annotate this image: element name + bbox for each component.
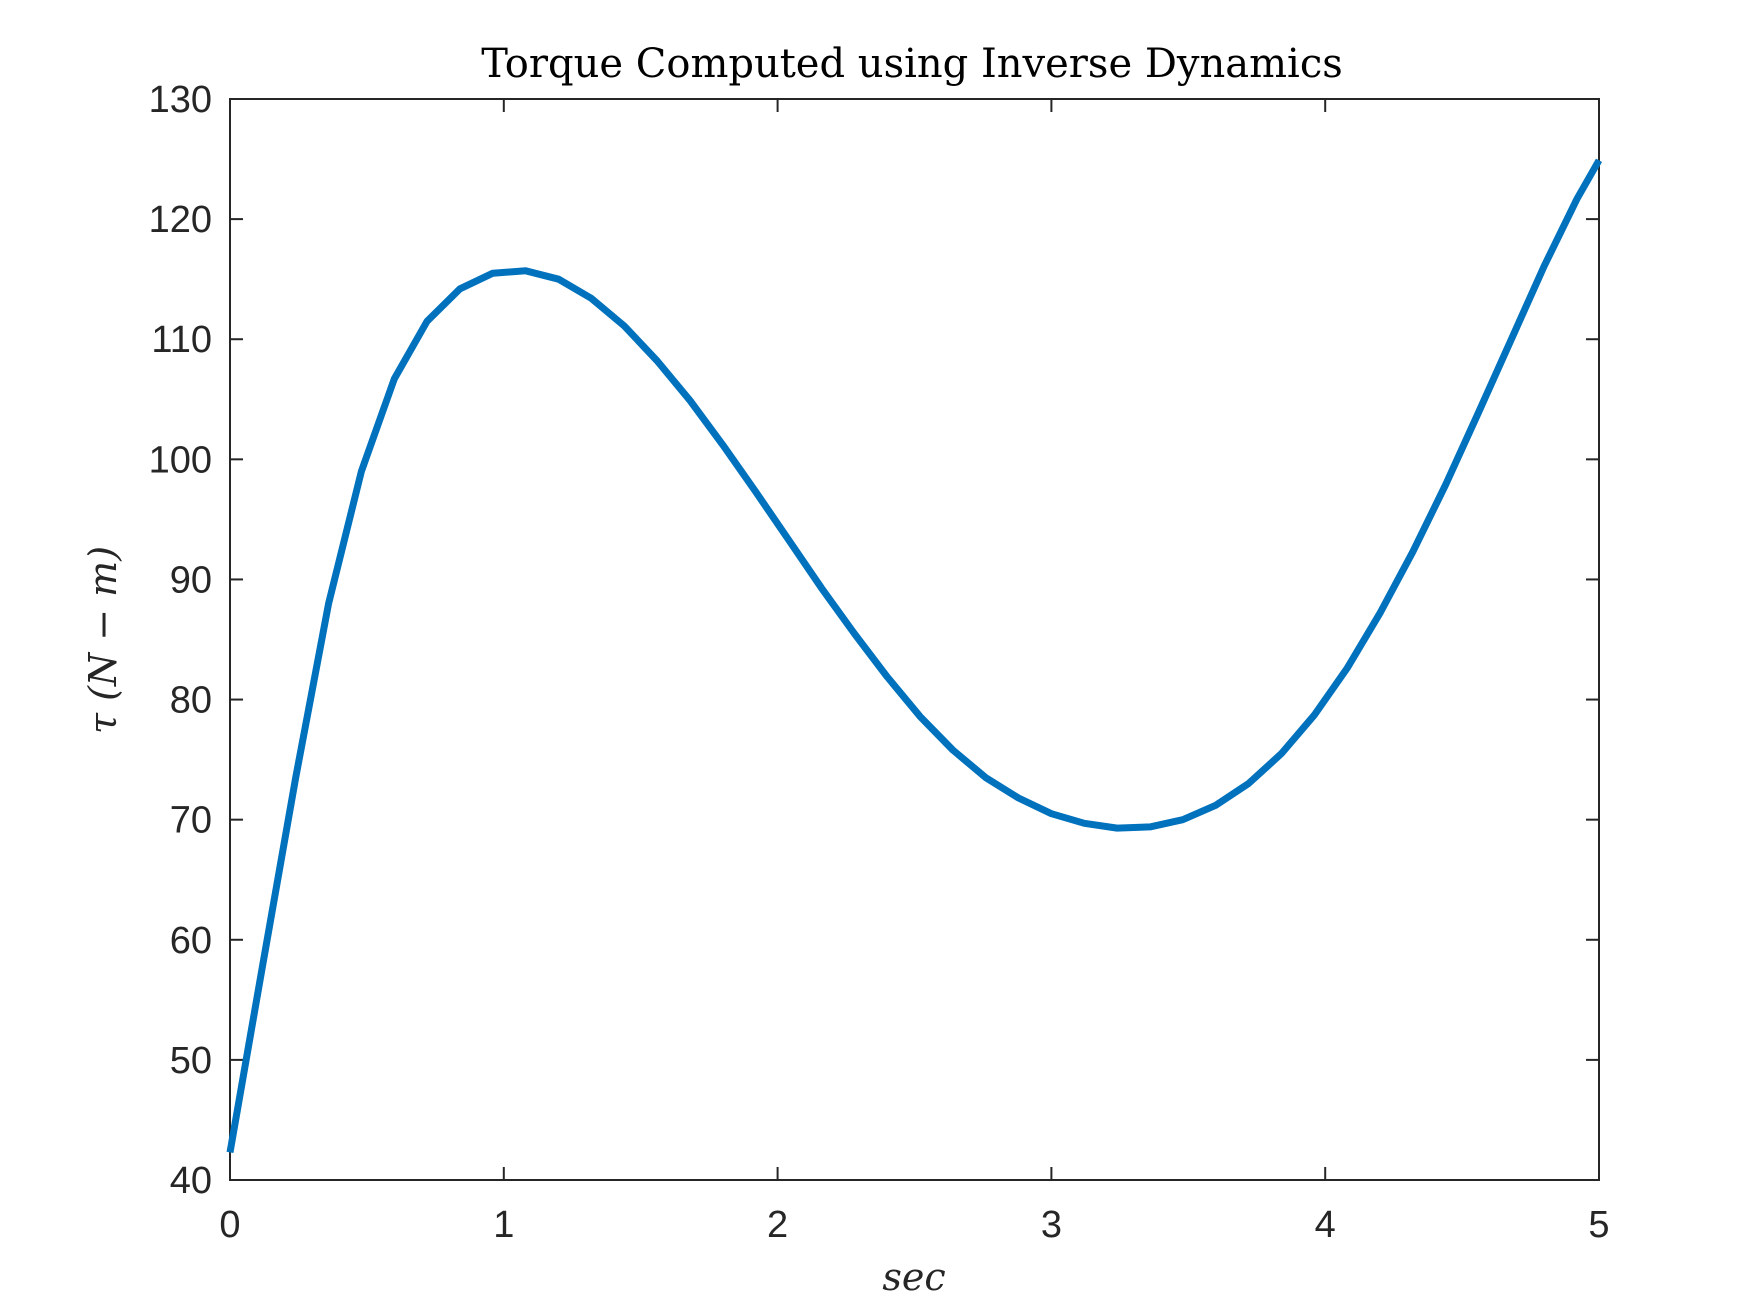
y-axis-label: τ (N − m) [81,546,125,734]
axis-ticks [229,98,1600,1181]
plot-area-frame [229,98,1600,1181]
y-tick-label: 70 [170,800,212,842]
y-tick-label: 40 [170,1160,212,1202]
x-tick-label: 4 [1315,1204,1336,1246]
x-axis-label: sec [882,1255,945,1299]
y-tick-label: 130 [149,79,212,121]
axis-tick-labels: 0 1 2 3 4 5 40 50 60 70 80 90 100 110 120 130 [149,79,1610,1246]
chart-title: Torque Computed using Inverse Dynamics [481,41,1343,87]
x-tick-label: 3 [1041,1204,1062,1246]
y-tick-label: 120 [149,199,212,241]
y-tick-label: 110 [151,319,212,361]
x-tick-label: 1 [493,1204,514,1246]
y-tick-label: 90 [170,559,212,601]
y-tick-label: 50 [170,1040,212,1082]
y-tick-label: 60 [170,920,212,962]
y-tick-label: 100 [149,439,212,481]
x-tick-label: 2 [767,1204,788,1246]
x-tick-label: 5 [1588,1204,1609,1246]
series-line [226,158,1603,1154]
y-tick-label: 80 [170,680,212,722]
x-tick-label: 0 [219,1204,240,1246]
